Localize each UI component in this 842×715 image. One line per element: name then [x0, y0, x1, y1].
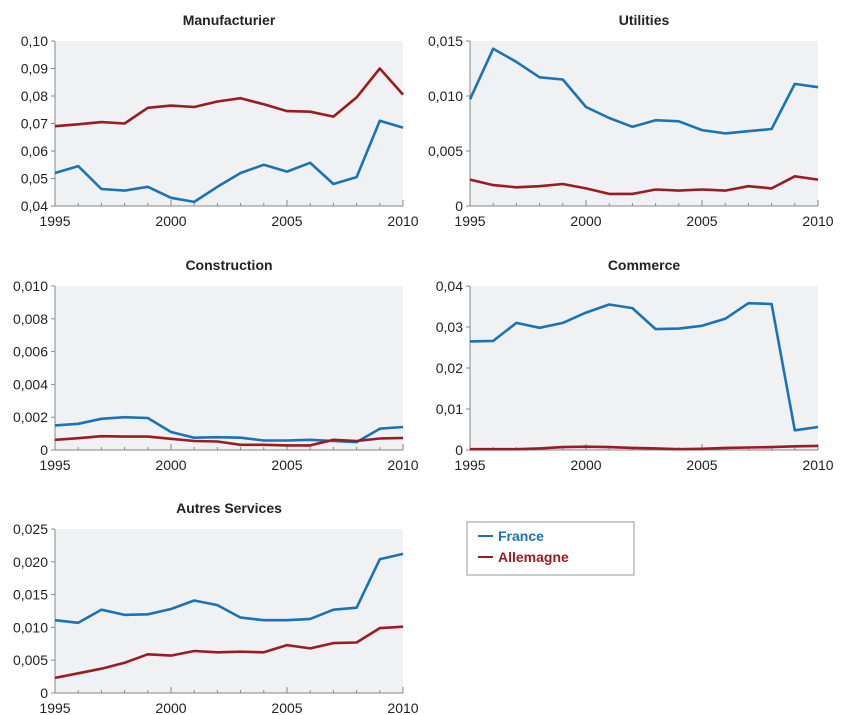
y-tick-label: 0,004: [13, 376, 48, 392]
x-tick-label: 2000: [570, 457, 601, 473]
y-tick-label: 0,020: [13, 554, 48, 570]
chart-title: Construction: [185, 257, 272, 273]
y-tick-label: 0,06: [21, 143, 48, 159]
x-tick-label: 2005: [686, 457, 717, 473]
y-tick-label: 0,10: [21, 33, 48, 49]
x-tick-label: 2000: [155, 457, 186, 473]
x-tick-label: 2010: [802, 213, 833, 229]
chart-title: Commerce: [608, 257, 681, 273]
y-tick-label: 0,008: [13, 311, 48, 327]
legend-label-france: France: [498, 528, 544, 544]
panels: Manufacturier 0,04 0,05 0,06 0,07 0,08 0,09 0,1…: [13, 12, 834, 715]
series-line-allemagne: [469, 175, 819, 196]
x-tick-label: 2000: [155, 700, 186, 715]
y-tick-label: 0,005: [13, 652, 48, 668]
series-line-allemagne: [54, 434, 404, 447]
y-tick-label: 0,010: [428, 88, 463, 104]
series-line-allemagne: [54, 625, 404, 680]
legend-label-allemagne: Allemagne: [498, 549, 569, 565]
x-tick-label: 2010: [802, 457, 833, 473]
panel-construction: Construction 0 0,002 0,004 0,006 0,008 0,010 19…: [13, 257, 419, 473]
x-tick-label: 1995: [39, 213, 70, 229]
series-line-allemagne: [54, 67, 404, 128]
x-tick-label: 1995: [454, 457, 485, 473]
panel-manufacturier: Manufacturier 0,04 0,05 0,06 0,07 0,08 0,09 0,1…: [21, 12, 419, 229]
x-tick-label: 1995: [454, 213, 485, 229]
y-tick-label: 0,09: [21, 61, 48, 77]
x-tick-label: 2005: [271, 213, 302, 229]
y-tick-label: 0,08: [21, 88, 48, 104]
x-tick-label: 1995: [39, 457, 70, 473]
y-tick-label: 0,015: [428, 33, 463, 49]
y-tick-label: 0,04: [21, 198, 48, 214]
x-tick-label: 2000: [570, 213, 601, 229]
y-tick-label: 0: [40, 685, 48, 701]
y-tick-label: 0,005: [428, 143, 463, 159]
plot-area: [55, 286, 403, 450]
panel-utilities: Utilities 0 0,005 0,010 0,015 1995 2000 2005 201…: [428, 12, 834, 229]
x-tick-label: 2010: [387, 700, 418, 715]
y-tick-label: 0,07: [21, 116, 48, 132]
x-tick-label: 1995: [39, 700, 70, 715]
x-tick-label: 2010: [387, 457, 418, 473]
series-line-france: [468, 47, 819, 135]
y-tick-label: 0,002: [13, 409, 48, 425]
y-tick-label: 0,025: [13, 521, 48, 537]
panel-autres-services: Autres Services 0 0,005 0,010 0,015 0,020 0,02…: [13, 500, 419, 715]
y-tick-label: 0: [455, 442, 463, 458]
y-tick-label: 0,02: [436, 360, 463, 376]
x-tick-label: 2005: [271, 457, 302, 473]
y-tick-label: 0,04: [436, 278, 463, 294]
y-tick-label: 0,05: [21, 171, 48, 187]
series-line-allemagne: [470, 444, 819, 451]
y-tick-label: 0,006: [13, 344, 48, 360]
y-tick-label: 0,01: [436, 401, 463, 417]
y-tick-label: 0: [40, 442, 48, 458]
y-tick-label: 0,015: [13, 587, 48, 603]
series-line-france: [54, 119, 404, 204]
y-tick-label: 0,010: [13, 619, 48, 635]
panel-commerce: Commerce 0 0,01 0,02 0,03 0,04 1995 2000 2005 201…: [436, 257, 834, 473]
x-tick-label: 2005: [271, 700, 302, 715]
legend-box: [466, 521, 635, 576]
chart-title: Manufacturier: [183, 12, 276, 28]
plot-area: [470, 286, 818, 450]
series-line-france: [469, 301, 819, 432]
chart-title: Utilities: [619, 12, 670, 28]
x-tick-label: 2005: [686, 213, 717, 229]
series-line-france: [54, 552, 404, 625]
y-tick-label: 0,010: [13, 278, 48, 294]
x-tick-label: 2010: [387, 213, 418, 229]
y-tick-label: 0: [455, 198, 463, 214]
y-tick-label: 0,03: [436, 319, 463, 335]
legend: France Allemagne: [466, 521, 635, 576]
x-tick-label: 2000: [155, 213, 186, 229]
chart-title: Autres Services: [176, 500, 282, 516]
